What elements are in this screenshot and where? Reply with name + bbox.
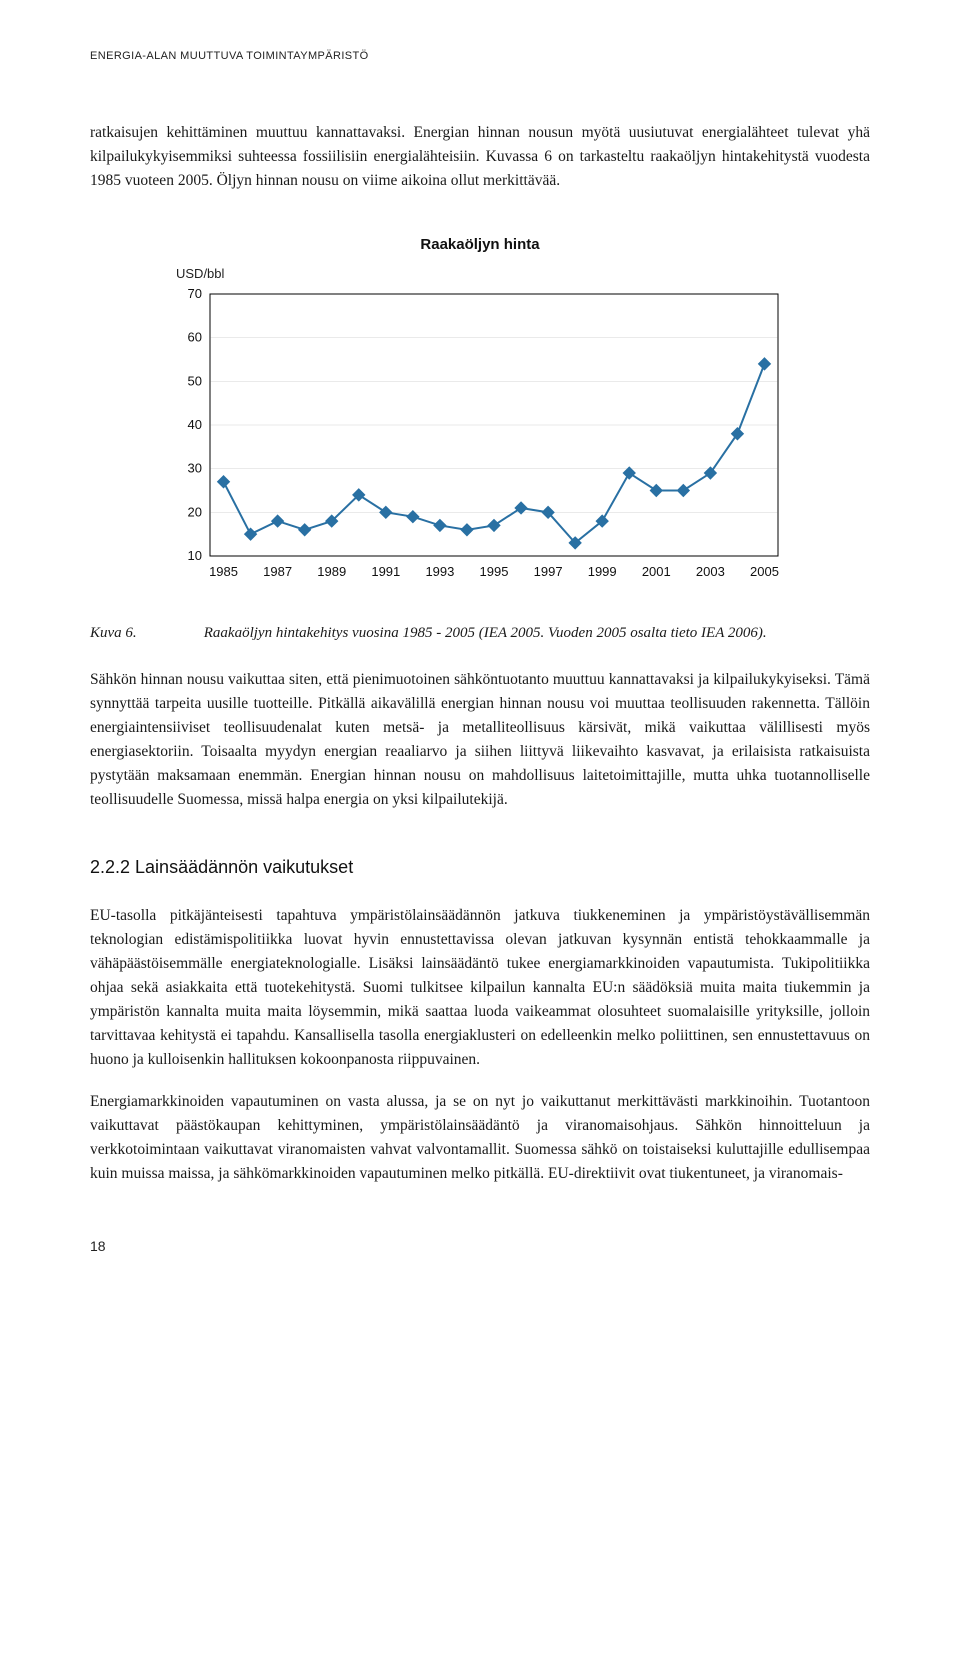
svg-text:1991: 1991: [371, 564, 400, 579]
svg-text:1995: 1995: [480, 564, 509, 579]
svg-text:60: 60: [188, 330, 202, 345]
figure-label: Kuva 6.: [90, 622, 200, 645]
svg-text:1987: 1987: [263, 564, 292, 579]
svg-text:10: 10: [188, 548, 202, 563]
paragraph-2: Sähkön hinnan nousu vaikuttaa siten, ett…: [90, 668, 870, 812]
page-header: ENERGIA-ALAN MUUTTUVA TOIMINTAYMPÄRISTÖ: [90, 48, 870, 65]
svg-text:2005: 2005: [750, 564, 779, 579]
section-heading: 2.2.2 Lainsäädännön vaikutukset: [90, 854, 870, 882]
figure-text: Raakaöljyn hintakehitys vuosina 1985 - 2…: [204, 625, 767, 641]
paragraph-1: ratkaisujen kehittäminen muuttuu kannatt…: [90, 121, 870, 193]
svg-text:1993: 1993: [425, 564, 454, 579]
svg-text:2001: 2001: [642, 564, 671, 579]
chart-ylabel: USD/bbl: [176, 264, 790, 284]
svg-text:30: 30: [188, 461, 202, 476]
svg-text:1999: 1999: [588, 564, 617, 579]
paragraph-4: Energiamarkkinoiden vapautuminen on vast…: [90, 1090, 870, 1186]
paragraph-3: EU-tasolla pitkäjänteisesti tapahtuva ym…: [90, 904, 870, 1072]
oil-price-chart: Raakaöljyn hinta USD/bbl 102030405060701…: [170, 233, 790, 586]
svg-text:20: 20: [188, 505, 202, 520]
figure-caption: Kuva 6. Raakaöljyn hintakehitys vuosina …: [90, 622, 870, 645]
svg-text:2003: 2003: [696, 564, 725, 579]
svg-text:1985: 1985: [209, 564, 238, 579]
svg-text:50: 50: [188, 374, 202, 389]
svg-text:1997: 1997: [534, 564, 563, 579]
chart-title: Raakaöljyn hinta: [170, 233, 790, 256]
chart-plot: 10 20 30 40 50 60 70 1985 1987 1989 1991 1993 1995 19…: [170, 286, 790, 586]
svg-text:1989: 1989: [317, 564, 346, 579]
svg-text:70: 70: [188, 286, 202, 301]
svg-text:40: 40: [188, 417, 202, 432]
page-number: 18: [90, 1236, 870, 1258]
